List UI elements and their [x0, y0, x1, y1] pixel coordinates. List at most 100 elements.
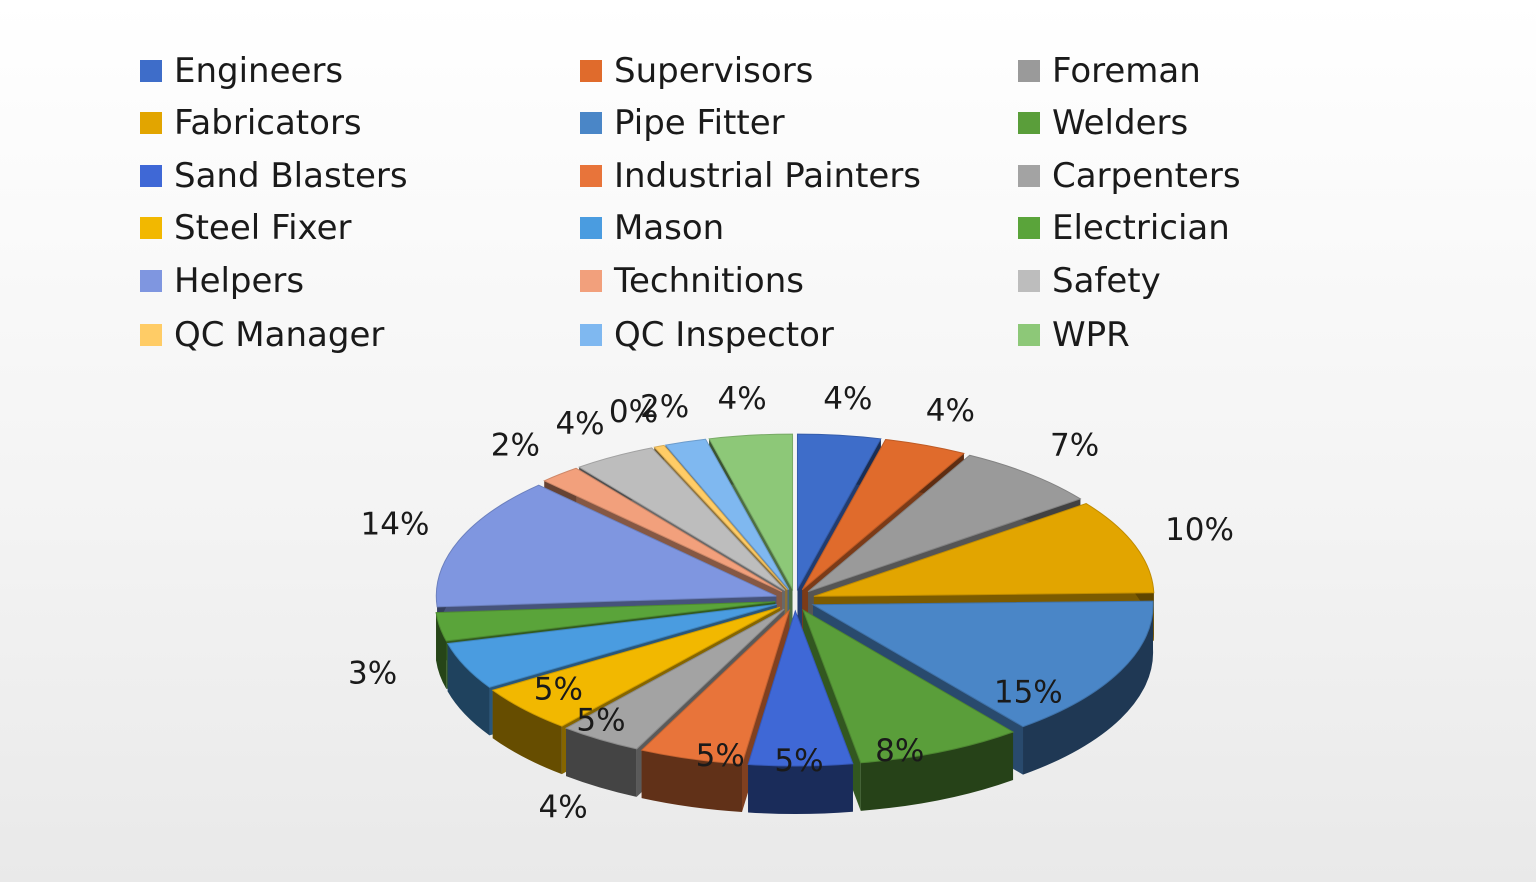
- legend-swatch-steel-fixer: [140, 217, 162, 239]
- legend-label-fabricators: Fabricators: [174, 103, 362, 143]
- legend-swatch-electrician: [1018, 217, 1040, 239]
- legend: Engineers Supervisors Foreman Fabricators Pi…: [140, 51, 1241, 355]
- pie-slice-rim: [566, 728, 637, 797]
- data-label-industrial-painters: 5%: [696, 738, 745, 774]
- legend-item-supervisors: Supervisors: [580, 51, 813, 91]
- legend-item-industrial-painters: Industrial Painters: [580, 156, 921, 196]
- legend-swatch-sand-blasters: [140, 165, 162, 187]
- legend-swatch-pipe-fitter: [580, 112, 602, 134]
- legend-item-mason: Mason: [580, 208, 724, 248]
- data-label-sand-blasters: 5%: [774, 743, 823, 779]
- legend-label-sand-blasters: Sand Blasters: [174, 156, 408, 196]
- pie-slice-rim: [492, 690, 562, 775]
- legend-item-carpenters: Carpenters: [1018, 156, 1241, 196]
- pie-slice-top: [664, 438, 790, 590]
- data-label-technitions: 2%: [491, 427, 540, 463]
- legend-label-engineers: Engineers: [174, 51, 343, 91]
- pie-slice-top: [811, 600, 1154, 728]
- pie-slice-top: [446, 603, 777, 688]
- legend-swatch-carpenters: [1018, 165, 1040, 187]
- pie-slice-rim: [436, 612, 447, 689]
- legend-label-carpenters: Carpenters: [1052, 156, 1241, 196]
- legend-swatch-qc-inspector: [580, 324, 602, 346]
- data-label-steel-fixer: 5%: [576, 702, 625, 738]
- legend-label-pipe-fitter: Pipe Fitter: [614, 103, 785, 143]
- legend-item-foreman: Foreman: [1018, 51, 1201, 91]
- data-label-engineers: 4%: [823, 381, 872, 417]
- legend-label-electrician: Electrician: [1052, 208, 1230, 248]
- legend-label-helpers: Helpers: [174, 261, 304, 301]
- data-label-carpenters: 4%: [539, 789, 588, 825]
- legend-label-technitions: Technitions: [613, 261, 804, 301]
- data-label-helpers: 14%: [361, 506, 430, 542]
- legend-item-sand-blasters: Sand Blasters: [140, 156, 408, 196]
- pie-slice-top: [813, 503, 1155, 597]
- pie-slice-top: [796, 433, 882, 592]
- data-label-welders: 8%: [875, 733, 924, 769]
- legend-swatch-safety: [1018, 270, 1040, 292]
- pie-slice-top: [491, 606, 781, 727]
- legend-label-supervisors: Supervisors: [614, 51, 813, 91]
- legend-item-pipe-fitter: Pipe Fitter: [580, 103, 785, 143]
- legend-swatch-industrial-painters: [580, 165, 602, 187]
- legend-item-welders: Welders: [1018, 103, 1188, 143]
- data-labels: 4% 4%7%10%15%8%5%5%4%5%5%3%14%2%4% 0%2% 4%: [348, 381, 1234, 825]
- legend-swatch-engineers: [140, 60, 162, 82]
- legend-label-industrial-painters: Industrial Painters: [614, 156, 921, 196]
- legend-item-technitions: Technitions: [580, 261, 804, 301]
- pie-slice-top: [708, 433, 794, 592]
- legend-swatch-wpr: [1018, 324, 1040, 346]
- legend-swatch-mason: [580, 217, 602, 239]
- data-label-fabricators: 10%: [1165, 512, 1234, 548]
- legend-swatch-foreman: [1018, 60, 1040, 82]
- data-label-wpr: 4%: [718, 381, 767, 417]
- legend-label-qc-inspector: QC Inspector: [614, 315, 834, 355]
- pie-slices: [435, 433, 1155, 814]
- pie-slice-rim: [860, 731, 1014, 811]
- legend-label-foreman: Foreman: [1052, 51, 1201, 91]
- pie-slice-top: [578, 447, 786, 591]
- pie-slice-top: [564, 608, 785, 750]
- data-label-electrician: 3%: [348, 656, 397, 692]
- legend-label-steel-fixer: Steel Fixer: [174, 208, 352, 248]
- data-label-qc-manager: 0%: [609, 394, 658, 430]
- legend-label-mason: Mason: [614, 208, 724, 248]
- data-label-pipe-fitter: 15%: [994, 675, 1063, 711]
- pie-slice-top: [435, 601, 776, 642]
- legend-item-qc-inspector: QC Inspector: [580, 315, 834, 355]
- legend-item-helpers: Helpers: [140, 261, 304, 301]
- legend-swatch-fabricators: [140, 112, 162, 134]
- legend-swatch-supervisors: [580, 60, 602, 82]
- data-label-supervisors: 4%: [926, 393, 975, 429]
- pie-slice-rim: [641, 750, 743, 813]
- pie-slice-top: [543, 467, 783, 593]
- legend-swatch-qc-manager: [140, 324, 162, 346]
- legend-item-safety: Safety: [1018, 261, 1161, 301]
- legend-swatch-helpers: [140, 270, 162, 292]
- pie-slice-top: [802, 608, 1015, 764]
- pie-slice-rim: [748, 763, 853, 814]
- legend-label-welders: Welders: [1052, 103, 1188, 143]
- pie-slice-rim: [1023, 601, 1154, 775]
- legend-swatch-welders: [1018, 112, 1040, 134]
- legend-item-steel-fixer: Steel Fixer: [140, 208, 352, 248]
- legend-swatch-technitions: [580, 270, 602, 292]
- data-label-mason: 5%: [534, 671, 583, 707]
- legend-label-safety: Safety: [1052, 261, 1161, 301]
- pie-slice-rim: [447, 643, 490, 736]
- pie-slice-top: [801, 438, 965, 591]
- legend-item-qc-manager: QC Manager: [140, 315, 384, 355]
- pie-slice-top: [640, 608, 791, 765]
- data-label-safety: 4%: [555, 406, 604, 442]
- legend-item-fabricators: Fabricators: [140, 103, 362, 143]
- data-label-foreman: 7%: [1050, 427, 1099, 463]
- legend-item-wpr: WPR: [1018, 315, 1130, 355]
- pie-slice-sand-blasters: [747, 609, 854, 814]
- legend-label-qc-manager: QC Manager: [174, 315, 384, 355]
- pie-slice-top: [747, 609, 854, 767]
- pie-slice-top: [653, 444, 788, 591]
- legend-item-electrician: Electrician: [1018, 208, 1230, 248]
- pie-slice-top: [807, 454, 1082, 593]
- data-label-qc-inspector: 2%: [640, 389, 689, 425]
